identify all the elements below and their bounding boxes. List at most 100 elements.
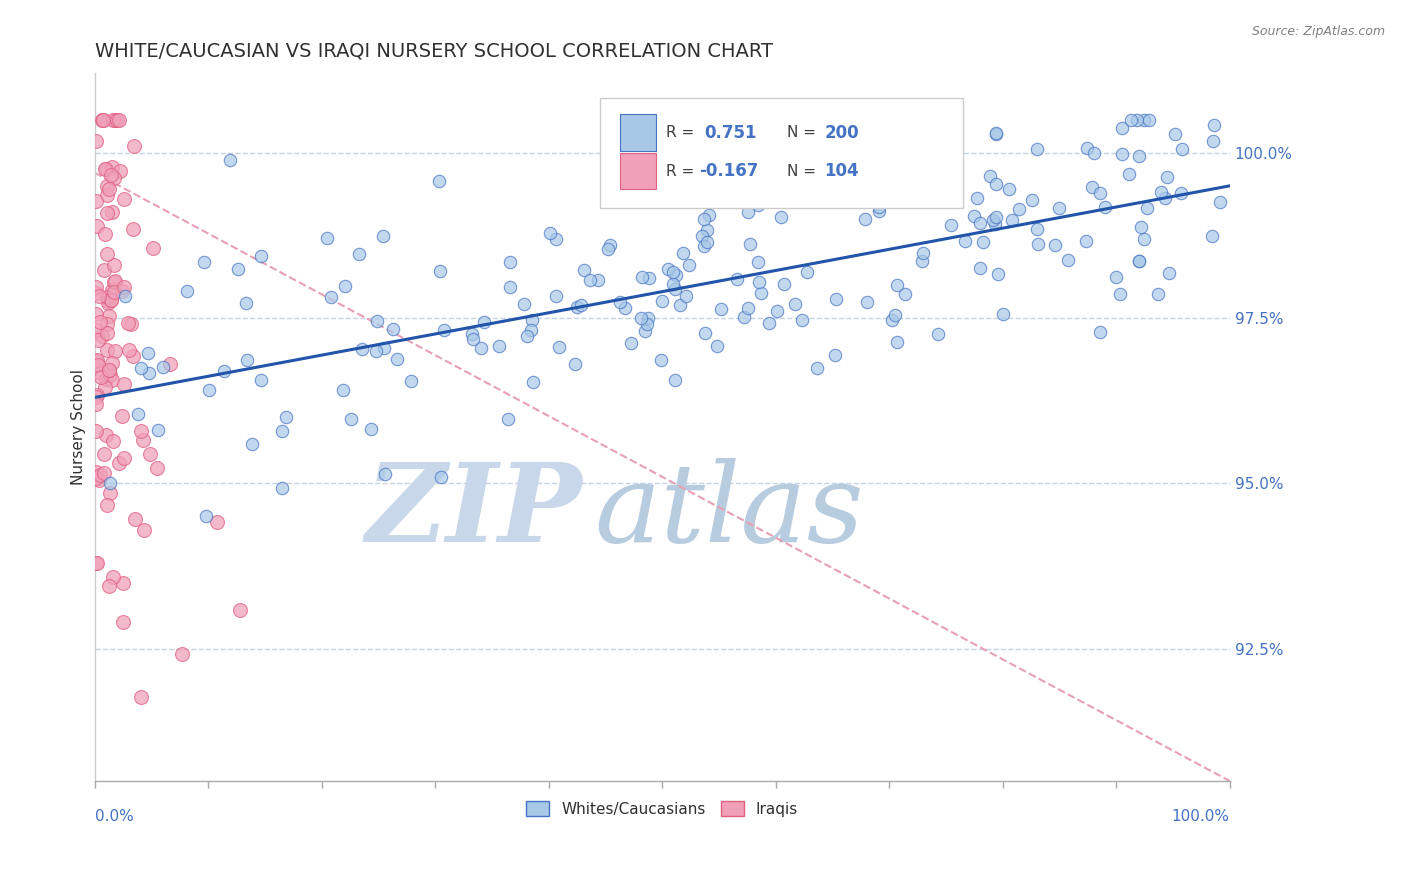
Point [319,290,342,304]
Point [564,357,586,371]
Point [579,273,602,287]
Point [1083,146,1105,161]
Point [96,161,118,176]
Point [912,246,935,260]
Point [738,236,761,251]
Point [91,328,114,343]
Point [678,258,700,272]
Point [98,579,121,593]
Point [86,219,108,233]
Point [896,169,918,183]
Point [101,434,124,449]
Point [97,363,120,377]
FancyBboxPatch shape [620,114,657,152]
Point [124,138,146,153]
Point [219,153,242,167]
Point [997,182,1019,196]
Point [101,355,124,369]
Point [103,258,125,272]
Point [637,270,659,285]
Point [132,433,155,447]
Point [868,200,890,214]
Point [1137,112,1160,127]
Text: 200: 200 [824,124,859,142]
Point [953,234,976,248]
Point [235,296,257,310]
Point [1094,200,1116,214]
Point [922,189,945,203]
Point [630,311,652,326]
Point [86,352,108,367]
Point [1118,168,1140,182]
Point [89,468,111,483]
Point [96,372,118,386]
Point [696,235,718,249]
Point [193,255,215,269]
Point [588,273,610,287]
Point [825,293,848,307]
Point [120,318,142,332]
Text: 104: 104 [824,162,859,180]
Point [1136,201,1159,215]
FancyBboxPatch shape [620,153,657,189]
Point [1133,112,1156,127]
Point [522,375,544,389]
Point [1088,325,1111,339]
Point [111,409,134,424]
Point [129,424,152,438]
Point [522,313,544,327]
Point [104,344,127,359]
Point [108,164,131,178]
Point [205,515,228,529]
Point [84,556,107,570]
Point [984,217,1007,231]
Point [112,450,135,465]
Point [84,465,107,479]
Point [138,366,160,380]
Point [596,242,619,256]
Point [664,373,686,387]
Point [429,470,451,484]
Point [84,390,107,404]
Point [1109,286,1132,301]
Point [97,294,120,309]
Point [103,170,125,185]
Point [98,368,121,383]
Point [240,437,263,451]
Point [637,311,659,326]
Point [194,509,217,524]
Point [226,261,249,276]
Point [461,333,484,347]
Point [886,277,908,292]
Point [969,216,991,230]
Point [1001,212,1024,227]
Text: 0.751: 0.751 [704,124,756,142]
Point [139,447,162,461]
Point [785,297,807,311]
Point [1043,237,1066,252]
Point [1156,170,1178,185]
Point [340,411,363,425]
Point [352,342,374,356]
Point [991,308,1014,322]
Point [748,276,770,290]
Point [882,313,904,327]
Point [112,615,135,630]
Point [1074,234,1097,248]
Text: 0.0%: 0.0% [94,809,134,824]
Point [104,273,127,287]
Point [152,359,174,374]
Point [89,314,111,328]
Point [1111,147,1133,161]
Point [87,333,110,347]
Point [366,343,388,358]
Point [770,211,793,225]
Point [112,192,135,206]
Point [214,364,236,378]
Point [93,447,115,461]
Point [824,348,846,362]
Text: Source: ZipAtlas.com: Source: ZipAtlas.com [1251,25,1385,38]
Point [333,279,356,293]
Point [609,294,631,309]
Point [371,229,394,244]
